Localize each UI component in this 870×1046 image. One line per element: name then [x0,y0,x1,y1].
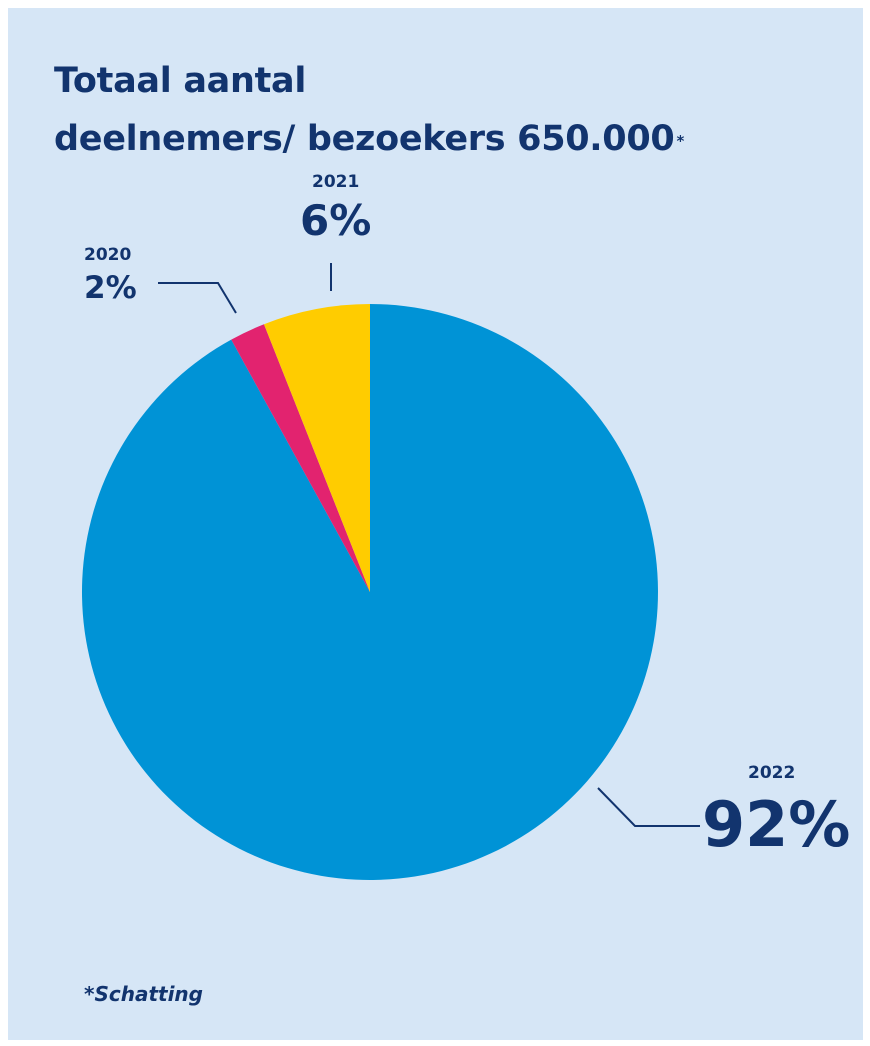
slice-pct-label-2021: 6% [300,196,372,245]
leader-line-2020 [158,282,237,314]
leader-line-2022 [597,787,700,827]
slice-pct-label-2020: 2% [84,270,137,306]
chart-title-line-2-text: deelnemers/ bezoekers 650.000 [54,119,675,159]
pie-slice-2020 [231,324,370,592]
footnote: *Schatting [84,982,203,1006]
pie-slices [81,304,658,881]
slice-year-label-2021: 2021 [312,172,360,192]
chart-title: Totaal aantal deelnemers/ bezoekers 650.… [54,52,684,168]
pie-slice-2022 [81,304,658,881]
title-asterisk: * [676,132,685,150]
slice-year-label-2022: 2022 [748,763,796,783]
slice-year-label-2020: 2020 [84,245,132,265]
leader-lines [158,263,700,827]
chart-title-line-2: deelnemers/ bezoekers 650.000 * [54,110,684,168]
chart-title-line-1: Totaal aantal [54,61,307,101]
slice-pct-label-2022: 92% [702,788,851,861]
pie-slice-2021 [263,304,370,592]
